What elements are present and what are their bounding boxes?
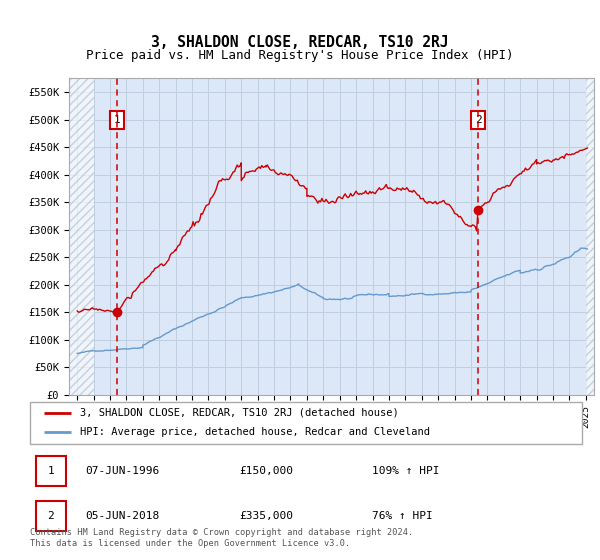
Text: £335,000: £335,000 <box>240 511 294 521</box>
Text: £150,000: £150,000 <box>240 466 294 476</box>
FancyBboxPatch shape <box>35 456 66 486</box>
Text: 07-JUN-1996: 07-JUN-1996 <box>85 466 160 476</box>
Text: Price paid vs. HM Land Registry's House Price Index (HPI): Price paid vs. HM Land Registry's House … <box>86 49 514 62</box>
Text: 2: 2 <box>475 115 481 125</box>
Text: 1: 1 <box>114 115 121 125</box>
Text: 05-JUN-2018: 05-JUN-2018 <box>85 511 160 521</box>
Text: Contains HM Land Registry data © Crown copyright and database right 2024.
This d: Contains HM Land Registry data © Crown c… <box>30 528 413 548</box>
Text: HPI: Average price, detached house, Redcar and Cleveland: HPI: Average price, detached house, Redc… <box>80 427 430 437</box>
Text: 3, SHALDON CLOSE, REDCAR, TS10 2RJ: 3, SHALDON CLOSE, REDCAR, TS10 2RJ <box>151 35 449 50</box>
FancyBboxPatch shape <box>30 402 582 444</box>
Text: 3, SHALDON CLOSE, REDCAR, TS10 2RJ (detached house): 3, SHALDON CLOSE, REDCAR, TS10 2RJ (deta… <box>80 408 398 418</box>
Text: 109% ↑ HPI: 109% ↑ HPI <box>372 466 440 476</box>
FancyBboxPatch shape <box>35 501 66 531</box>
Text: 1: 1 <box>47 466 54 476</box>
Text: 76% ↑ HPI: 76% ↑ HPI <box>372 511 433 521</box>
Text: 2: 2 <box>47 511 54 521</box>
Bar <box>69 78 94 395</box>
Bar <box>586 78 594 395</box>
